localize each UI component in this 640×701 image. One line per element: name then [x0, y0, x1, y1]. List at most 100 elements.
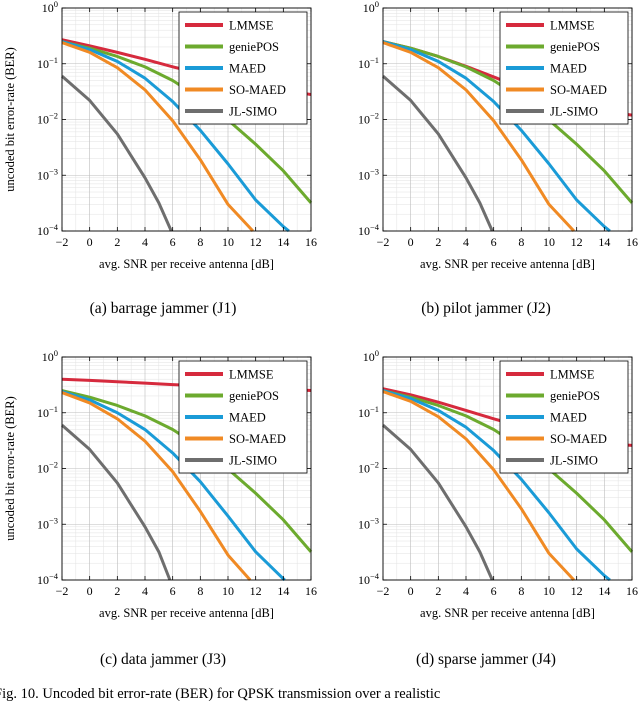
- x-tick-label: 12: [250, 235, 262, 249]
- y-tick-label: 10−3: [37, 166, 58, 182]
- x-tick-label: 6: [491, 584, 497, 598]
- y-axis-label: uncoded bit error-rate (BER): [3, 47, 17, 191]
- chart-panel-2: −2 0 2 4 6 8 10 12 14 16 10−4 10−3 10−2 10−1 100 avg. S…: [3, 348, 317, 668]
- legend-label-jl-simo: JL-SIMO: [550, 105, 598, 119]
- y-tick-label: 10−2: [37, 460, 58, 476]
- legend-label-geniepos: geniePOS: [550, 389, 600, 403]
- panel-caption: (a) barrage jammer (J1): [90, 300, 237, 317]
- y-tick-label: 100: [42, 0, 58, 15]
- x-tick-label: 0: [87, 584, 93, 598]
- x-tick-label: 6: [170, 235, 176, 249]
- y-tick-label: 10−4: [358, 222, 380, 238]
- x-axis-label: avg. SNR per receive antenna [dB]: [99, 606, 274, 620]
- panel-caption: (d) sparse jammer (J4): [416, 651, 556, 668]
- y-tick-label: 10−4: [37, 222, 59, 238]
- y-tick-label: 10−1: [37, 55, 58, 71]
- y-tick-label: 10−4: [358, 571, 380, 587]
- series-line-so-maed: [382, 41, 575, 233]
- x-tick-label: 2: [114, 235, 120, 249]
- x-tick-label: −2: [56, 235, 69, 249]
- x-tick-label: −2: [56, 584, 69, 598]
- y-tick-label: 10−2: [37, 111, 58, 127]
- x-tick-label: −2: [377, 584, 390, 598]
- legend-label-maed: MAED: [229, 62, 266, 76]
- chart-panel-0: −2 0 2 4 6 8 10 12 14 16 10−4 10−3 10−2 10−1 100 avg. S…: [3, 0, 317, 317]
- series-line-so-maed: [382, 390, 575, 582]
- legend-label-lmmse: LMMSE: [550, 19, 595, 33]
- legend-label-so-maed: SO-MAED: [229, 432, 286, 446]
- x-tick-label: 2: [114, 584, 120, 598]
- y-tick-label: 10−3: [358, 166, 379, 182]
- y-tick-label: 10−4: [37, 571, 59, 587]
- x-tick-label: 12: [571, 235, 583, 249]
- series-line-so-maed: [61, 41, 254, 233]
- x-tick-label: 0: [87, 235, 93, 249]
- x-axis-label: avg. SNR per receive antenna [dB]: [99, 257, 274, 271]
- chart-panel-1: −2 0 2 4 6 8 10 12 14 16 10−4 10−3 10−2 10−1 100 avg. S…: [358, 0, 638, 317]
- y-tick-label: 10−3: [358, 515, 379, 531]
- y-tick-label: 100: [363, 0, 379, 15]
- x-tick-label: 16: [305, 584, 317, 598]
- x-axis-label: avg. SNR per receive antenna [dB]: [420, 606, 595, 620]
- y-tick-label: 100: [42, 348, 58, 364]
- legend-label-lmmse: LMMSE: [229, 368, 274, 382]
- x-tick-label: 8: [197, 584, 203, 598]
- x-tick-label: 14: [277, 235, 289, 249]
- y-tick-label: 10−1: [37, 404, 58, 420]
- x-tick-label: 14: [277, 584, 289, 598]
- legend: LMMSE geniePOS MAED SO-MAED JL-SIMO: [499, 11, 629, 125]
- x-tick-label: 14: [598, 235, 610, 249]
- panel-caption: (c) data jammer (J3): [100, 651, 226, 668]
- x-tick-label: 8: [518, 584, 524, 598]
- x-tick-label: 4: [463, 584, 469, 598]
- x-tick-label: 16: [626, 584, 638, 598]
- x-tick-label: 10: [543, 235, 555, 249]
- legend-label-geniepos: geniePOS: [229, 40, 279, 54]
- x-tick-label: 0: [408, 584, 414, 598]
- legend-label-so-maed: SO-MAED: [550, 83, 607, 97]
- x-tick-label: 12: [571, 584, 583, 598]
- x-tick-label: 0: [408, 235, 414, 249]
- legend-label-lmmse: LMMSE: [550, 368, 595, 382]
- legend-label-maed: MAED: [550, 62, 587, 76]
- legend-label-geniepos: geniePOS: [229, 389, 279, 403]
- y-tick-label: 100: [363, 348, 379, 364]
- legend-label-maed: MAED: [550, 411, 587, 425]
- legend-label-maed: MAED: [229, 411, 266, 425]
- x-tick-label: 10: [222, 235, 234, 249]
- x-tick-label: 14: [598, 584, 610, 598]
- chart-panel-3: −2 0 2 4 6 8 10 12 14 16 10−4 10−3 10−2 10−1 100 avg. S…: [358, 348, 638, 668]
- grid: [61, 356, 312, 581]
- legend-label-geniepos: geniePOS: [550, 40, 600, 54]
- series-line-jl-simo: [61, 74, 173, 232]
- x-tick-label: 6: [170, 584, 176, 598]
- legend-label-jl-simo: JL-SIMO: [550, 454, 598, 468]
- legend-label-so-maed: SO-MAED: [229, 83, 286, 97]
- y-tick-label: 10−1: [358, 404, 379, 420]
- x-tick-label: 8: [518, 235, 524, 249]
- legend-label-jl-simo: JL-SIMO: [229, 105, 277, 119]
- x-tick-label: 4: [463, 235, 469, 249]
- x-tick-label: 12: [250, 584, 262, 598]
- x-tick-label: −2: [377, 235, 390, 249]
- x-axis-label: avg. SNR per receive antenna [dB]: [420, 257, 595, 271]
- series-line-jl-simo: [382, 423, 494, 581]
- x-tick-label: 2: [435, 235, 441, 249]
- y-tick-label: 10−1: [358, 55, 379, 71]
- figure-caption: Fig. 10. Uncoded bit error-rate (BER) fo…: [0, 686, 440, 701]
- x-tick-label: 8: [197, 235, 203, 249]
- y-axis-label: uncoded bit error-rate (BER): [3, 396, 17, 540]
- y-tick-label: 10−2: [358, 460, 379, 476]
- legend-label-so-maed: SO-MAED: [550, 432, 607, 446]
- panel-caption: (b) pilot jammer (J2): [421, 300, 551, 317]
- series-line-jl-simo: [61, 423, 172, 581]
- x-tick-label: 4: [142, 584, 148, 598]
- legend-label-jl-simo: JL-SIMO: [229, 454, 277, 468]
- x-tick-label: 6: [491, 235, 497, 249]
- legend: LMMSE geniePOS MAED SO-MAED JL-SIMO: [178, 360, 308, 474]
- y-tick-label: 10−2: [358, 111, 379, 127]
- x-tick-label: 10: [543, 584, 555, 598]
- series-line-so-maed: [61, 391, 252, 581]
